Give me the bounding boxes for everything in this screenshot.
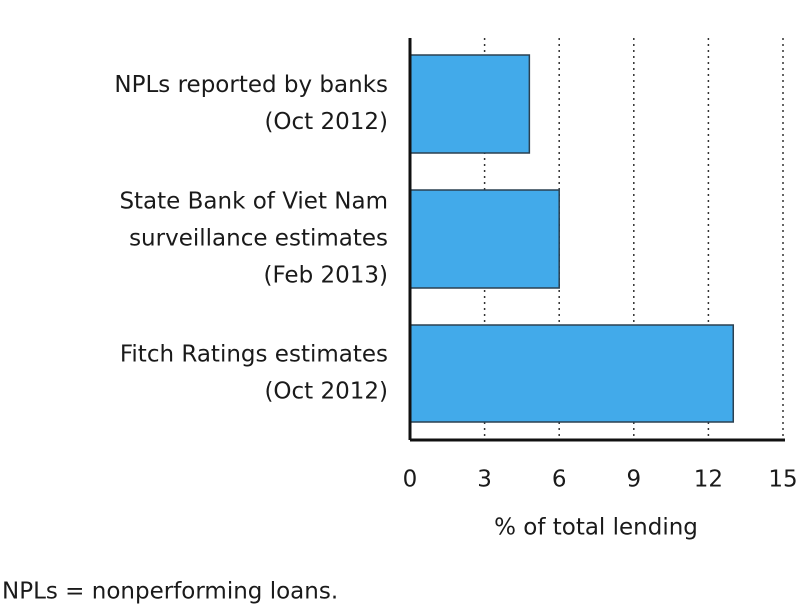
bar [409, 324, 735, 423]
x-tick-label: 6 [552, 467, 567, 493]
bar [409, 189, 560, 289]
x-tick-label: 3 [477, 467, 492, 493]
y-tick-label: State Bank of Viet Nam [119, 189, 388, 215]
footnote: NPLs = nonperforming loans. [2, 579, 338, 604]
x-axis-label: % of total lending [494, 515, 698, 541]
bar [409, 54, 531, 154]
y-tick-label: (Feb 2013) [263, 263, 388, 289]
y-tick-label: (Oct 2012) [264, 109, 388, 135]
y-tick-label: NPLs reported by banks [114, 72, 388, 98]
x-tick-label: 9 [626, 467, 641, 493]
x-tick-label: 0 [403, 467, 418, 493]
x-tick-label: 15 [768, 467, 797, 493]
y-tick-label: (Oct 2012) [264, 379, 388, 405]
y-tick-label: Fitch Ratings estimates [120, 342, 388, 368]
x-tick-label: 12 [694, 467, 723, 493]
y-tick-label: surveillance estimates [129, 226, 388, 252]
